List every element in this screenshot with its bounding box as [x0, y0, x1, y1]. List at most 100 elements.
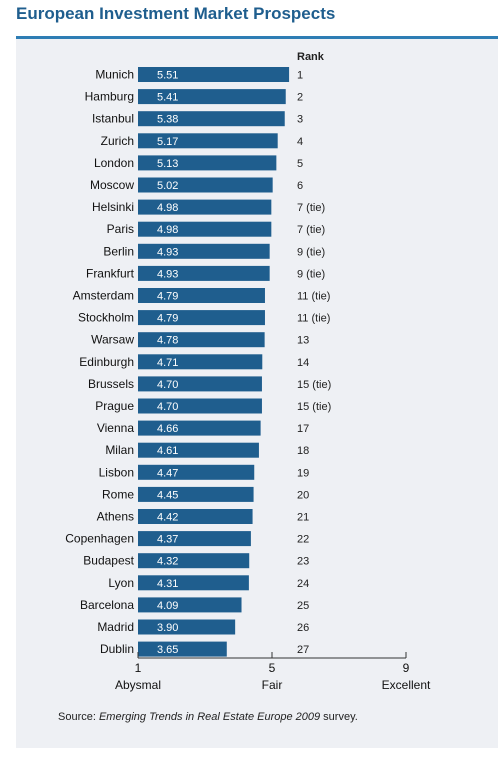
value-label: 4.98 [157, 202, 178, 214]
rank-label: 11 (tie) [297, 291, 330, 303]
bar [138, 265, 270, 281]
category-label: Lisbon [99, 465, 134, 479]
bar [138, 221, 272, 237]
rank-label: 18 [297, 445, 309, 457]
category-label: Brussels [88, 377, 134, 391]
rank-label: 26 [297, 622, 309, 634]
rank-header: Rank [297, 51, 325, 63]
rank-label: 9 (tie) [297, 268, 325, 280]
bar [138, 89, 286, 105]
bar [138, 553, 250, 569]
bar [138, 376, 262, 392]
value-label: 4.98 [157, 224, 178, 236]
value-label: 4.31 [157, 578, 178, 590]
bar [138, 442, 259, 458]
value-label: 5.38 [157, 114, 178, 126]
category-label: Amsterdam [73, 289, 134, 303]
rank-label: 19 [297, 467, 309, 479]
bar [138, 199, 272, 215]
value-label: 4.37 [157, 534, 178, 546]
source-suffix: survey. [320, 711, 358, 723]
value-label: 4.70 [157, 401, 178, 413]
category-label: Warsaw [91, 333, 134, 347]
rank-label: 24 [297, 578, 309, 590]
bar [138, 464, 255, 480]
value-label: 5.41 [157, 92, 178, 104]
category-label: Prague [95, 399, 134, 413]
value-label: 4.45 [157, 489, 178, 501]
category-label: Dublin [100, 642, 134, 656]
value-label: 3.65 [157, 644, 178, 656]
source-prefix: Source: [58, 711, 99, 723]
rank-label: 6 [297, 180, 303, 192]
rank-label: 22 [297, 534, 309, 546]
category-label: Helsinki [92, 200, 134, 214]
bar [138, 420, 261, 436]
rank-label: 23 [297, 556, 309, 568]
bar [138, 155, 277, 171]
rank-label: 15 (tie) [297, 401, 331, 413]
value-label: 4.70 [157, 379, 178, 391]
rank-label: 21 [297, 512, 309, 524]
bar [138, 509, 253, 524]
category-label: Budapest [83, 554, 134, 568]
value-label: 4.93 [157, 268, 178, 280]
rank-label: 7 (tie) [297, 224, 325, 236]
value-label: 4.42 [157, 512, 178, 524]
category-label: Paris [107, 222, 134, 236]
x-tick-label: 9 [403, 661, 410, 675]
value-label: 4.61 [157, 445, 178, 457]
value-label: 4.93 [157, 246, 178, 258]
category-label: Moscow [90, 178, 134, 192]
category-label: Frankfurt [86, 266, 135, 280]
value-label: 5.17 [157, 136, 178, 148]
category-label: Stockholm [78, 311, 134, 325]
bar [138, 111, 285, 127]
category-label: Milan [105, 443, 134, 457]
rank-label: 15 (tie) [297, 379, 331, 391]
bar [138, 354, 263, 370]
rank-label: 7 (tie) [297, 202, 325, 214]
rank-label: 1 [297, 70, 303, 82]
source-note: Source: Emerging Trends in Real Estate E… [58, 711, 358, 723]
rank-label: 17 [297, 423, 309, 435]
bar [138, 67, 290, 82]
value-label: 5.51 [157, 70, 178, 82]
category-label: London [94, 156, 134, 170]
category-label: Rome [102, 487, 134, 501]
value-label: 5.02 [157, 180, 178, 192]
category-label: Hamburg [85, 90, 134, 104]
bar [138, 332, 265, 348]
bar [138, 243, 270, 259]
category-label: Edinburgh [79, 355, 134, 369]
rank-label: 27 [297, 644, 309, 656]
x-tick-desc: Excellent [382, 678, 431, 692]
category-label: Athens [97, 510, 134, 524]
bar [138, 641, 227, 657]
rank-label: 14 [297, 357, 309, 369]
rank-label: 11 (tie) [297, 313, 330, 325]
category-label: Lyon [108, 576, 134, 590]
rank-label: 3 [297, 114, 303, 126]
rank-label: 13 [297, 335, 309, 347]
bar [138, 133, 278, 149]
value-label: 4.47 [157, 467, 178, 479]
category-label: Berlin [103, 244, 134, 258]
rank-label: 20 [297, 489, 309, 501]
bar [138, 575, 249, 591]
category-label: Madrid [97, 620, 134, 634]
bar [138, 288, 265, 303]
bar [138, 310, 265, 326]
bar [138, 597, 242, 613]
category-label: Zurich [101, 134, 134, 148]
x-tick-label: 1 [135, 661, 142, 675]
category-label: Vienna [97, 421, 134, 435]
category-label: Barcelona [80, 598, 134, 612]
bar [138, 531, 251, 547]
value-label: 4.66 [157, 423, 178, 435]
bar [138, 398, 262, 414]
source-title: Emerging Trends in Real Estate Europe 20… [98, 711, 321, 723]
value-label: 4.79 [157, 291, 178, 303]
category-label: Istanbul [92, 112, 134, 126]
